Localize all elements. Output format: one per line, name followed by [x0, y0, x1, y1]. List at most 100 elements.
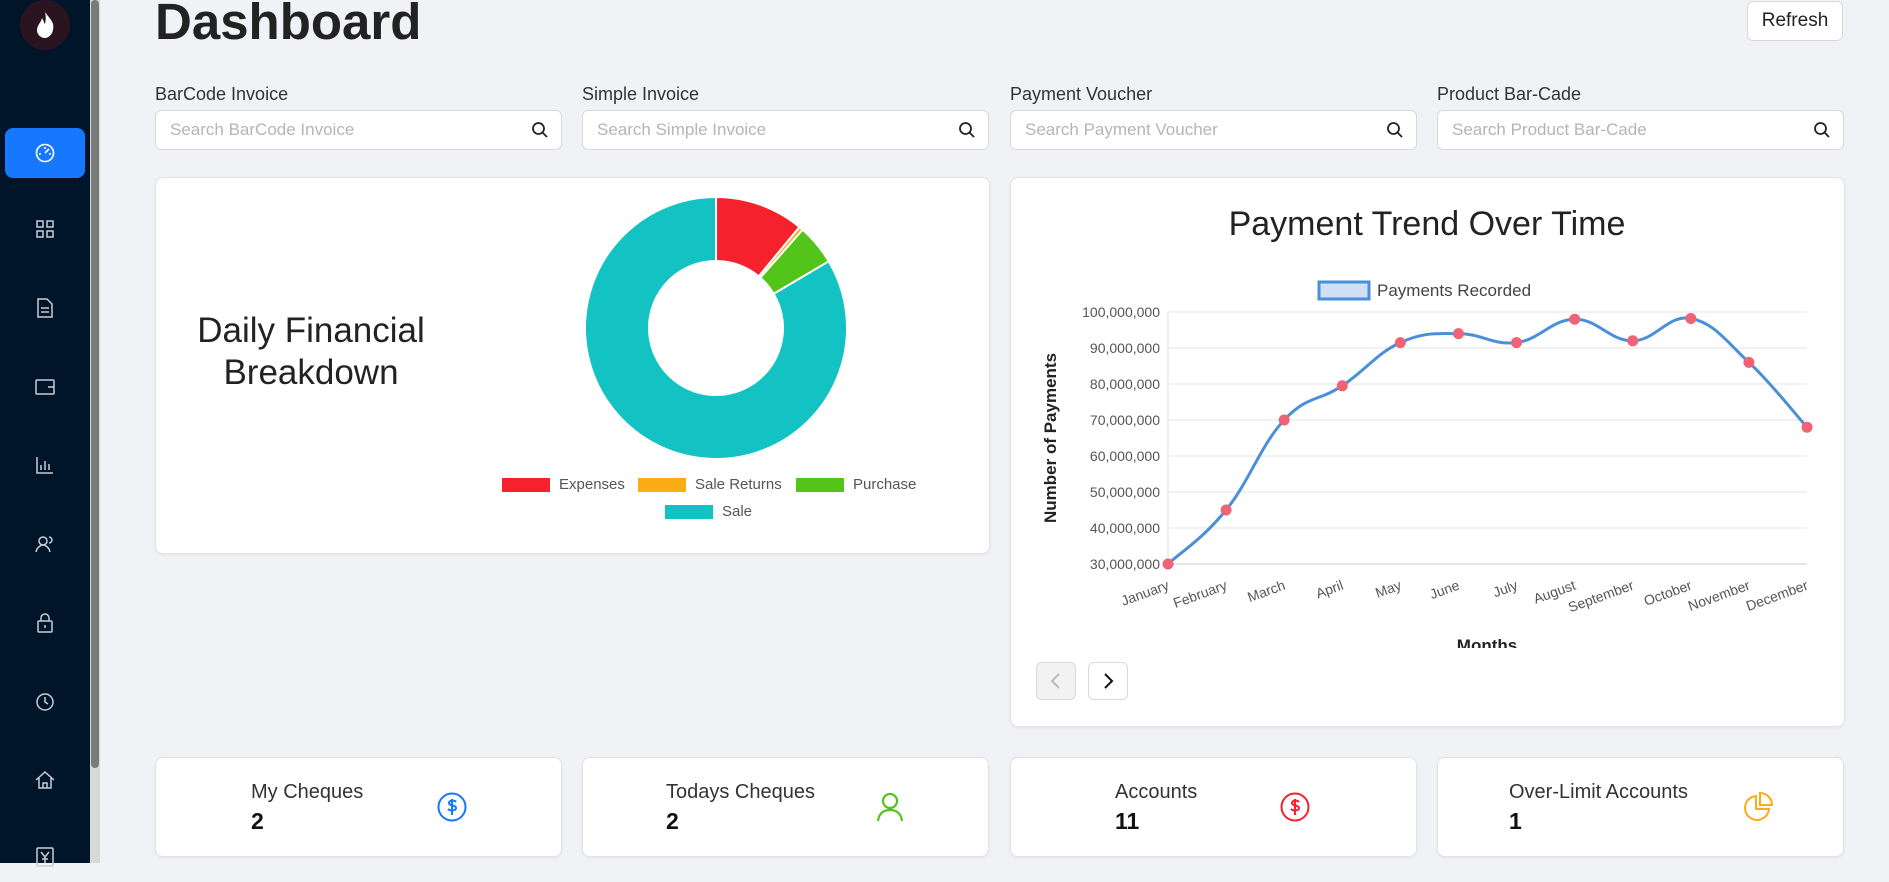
y-tick-label: 80,000,000 [1090, 376, 1160, 392]
daily-breakdown-card: Daily Financial Breakdown Expenses Sale … [155, 177, 990, 554]
stat-card-my-cheques[interactable]: My Cheques 2 [155, 757, 562, 857]
stat-label: Over-Limit Accounts [1509, 781, 1688, 803]
y-tick-label: 100,000,000 [1082, 304, 1160, 320]
nav-wallet[interactable] [5, 362, 85, 412]
nav-documents[interactable] [5, 283, 85, 333]
data-point-may[interactable] [1394, 337, 1406, 349]
stat-label: My Cheques [251, 781, 364, 803]
data-point-march[interactable] [1278, 414, 1290, 426]
nav-reports[interactable] [5, 440, 85, 490]
data-point-july[interactable] [1511, 337, 1523, 349]
x-tick-label: January [1119, 577, 1171, 609]
nav-users[interactable] [5, 519, 85, 569]
x-tick-label: November [1686, 577, 1752, 614]
nav-grid[interactable] [5, 204, 85, 254]
search-icon[interactable] [531, 121, 549, 139]
legend-item-expenses[interactable]: Expenses [502, 476, 625, 493]
donut-card-title: Daily Financial Breakdown [197, 311, 425, 392]
stat-label: Accounts [1115, 781, 1198, 803]
simple-invoice-input[interactable] [595, 119, 958, 141]
dollar-circle-icon [437, 792, 467, 822]
simple-invoice-search: Simple Invoice [582, 84, 989, 150]
donut-slice-sale[interactable] [584, 195, 848, 460]
data-point-april[interactable] [1336, 380, 1348, 392]
search-box [1437, 110, 1844, 150]
nav-security[interactable] [5, 598, 85, 648]
nav-dashboard[interactable] [5, 128, 85, 178]
legend-label[interactable]: Payments Recorded [1377, 281, 1531, 300]
nav-currency[interactable] [5, 832, 85, 882]
app-logo[interactable] [20, 0, 70, 50]
payment-trend-card: Payment Trend Over Time Payments Recorded… [1010, 177, 1845, 727]
data-point-september[interactable] [1627, 335, 1639, 347]
payment-voucher-input[interactable] [1023, 119, 1386, 141]
legend-swatch [638, 477, 686, 492]
donut-chart [584, 195, 848, 460]
data-point-december[interactable] [1801, 421, 1813, 433]
data-point-june[interactable] [1452, 328, 1464, 340]
stat-card-todays-cheques[interactable]: Todays Cheques 2 [582, 757, 989, 857]
barcode-invoice-input[interactable] [168, 119, 531, 141]
flame-icon [37, 12, 54, 38]
search-label: BarCode Invoice [155, 84, 289, 104]
series-line-payments-recorded [1166, 316, 1809, 566]
data-point-november[interactable] [1743, 356, 1755, 368]
stat-label: Todays Cheques [666, 781, 815, 803]
y-tick-label: 60,000,000 [1090, 448, 1160, 464]
legend-label: Expenses [559, 476, 625, 493]
data-point-august[interactable] [1569, 313, 1581, 325]
chevron-left-icon [1050, 673, 1060, 689]
search-box [1010, 110, 1417, 150]
barcode-invoice-search: BarCode Invoice [155, 84, 562, 150]
y-axis-label: Number of Payments [1041, 353, 1060, 523]
y-tick-label: 50,000,000 [1090, 484, 1160, 500]
data-point-october[interactable] [1685, 312, 1697, 324]
search-label: Product Bar-Cade [1437, 84, 1582, 104]
legend-label: Sale [722, 503, 753, 520]
chevron-right-icon [1104, 673, 1114, 689]
document-icon [37, 298, 53, 318]
next-button[interactable] [1088, 662, 1128, 700]
x-tick-label: May [1373, 577, 1403, 601]
x-tick-label: June [1427, 577, 1461, 602]
search-icon[interactable] [958, 121, 976, 139]
search-icon[interactable] [1386, 121, 1404, 139]
legend-label: Purchase [853, 476, 917, 493]
stat-value: 2 [666, 808, 679, 834]
search-box [155, 110, 562, 150]
payment-voucher-search: Payment Voucher [1010, 84, 1417, 150]
product-barcode-search: Product Bar-Cade [1437, 84, 1844, 150]
data-point-january[interactable] [1162, 558, 1174, 570]
refresh-button[interactable]: Refresh [1747, 1, 1843, 41]
legend-item-sale[interactable]: Sale [665, 503, 752, 520]
lock-icon [37, 613, 53, 633]
yen-icon [36, 847, 54, 867]
product-barcode-input[interactable] [1450, 119, 1813, 141]
legend-swatch [796, 477, 844, 492]
x-tick-label: September [1566, 577, 1636, 616]
dashboard-icon [35, 143, 55, 163]
page-title: Dashboard [155, 0, 422, 50]
sidebar [0, 0, 90, 867]
legend-item-sale-returns[interactable]: Sale Returns [638, 476, 782, 493]
legend-item-purchase[interactable]: Purchase [796, 476, 916, 493]
x-tick-label: April [1314, 577, 1346, 602]
dollar-circle-icon [1280, 792, 1310, 822]
users-icon [35, 536, 53, 553]
clock-icon [36, 693, 54, 711]
x-tick-label: December [1744, 577, 1810, 614]
nav-history[interactable] [5, 677, 85, 727]
search-label: Simple Invoice [582, 84, 700, 104]
previous-button[interactable] [1036, 662, 1076, 700]
x-tick-label: March [1245, 577, 1287, 605]
nav-home[interactable] [5, 755, 85, 805]
payment-trend-chart: Payment Trend Over Time Payments Recorded… [1041, 205, 1813, 648]
search-icon[interactable] [1813, 121, 1831, 139]
stat-card-accounts[interactable]: Accounts 11 [1010, 757, 1417, 857]
stat-card-over-limit-accounts[interactable]: Over-Limit Accounts 1 [1437, 757, 1844, 857]
sidebar-scrollbar-thumb[interactable] [91, 0, 99, 768]
data-point-february[interactable] [1220, 504, 1232, 516]
stat-value: 2 [251, 808, 264, 834]
x-tick-label: July [1491, 577, 1520, 601]
legend-swatch [502, 477, 550, 492]
